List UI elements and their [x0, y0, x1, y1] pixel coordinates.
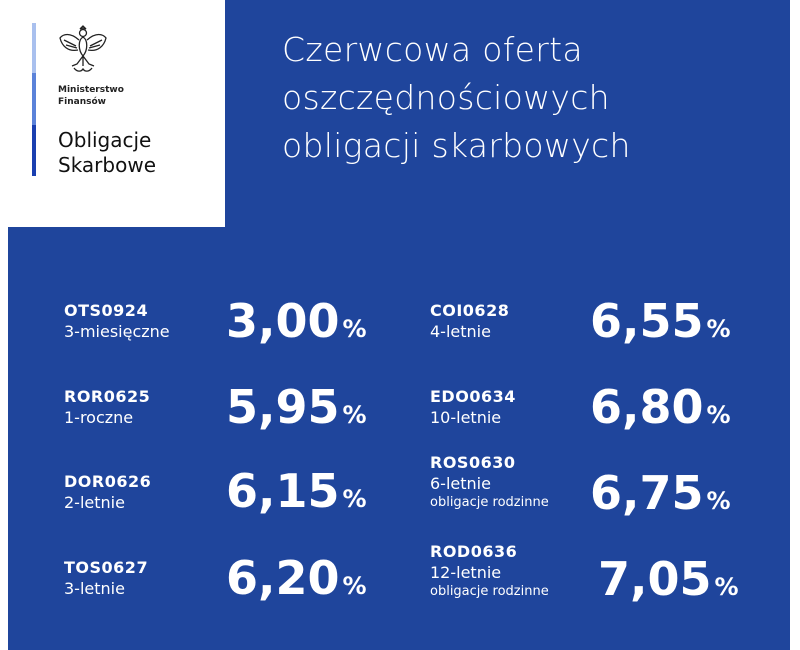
- percent-sign: %: [342, 485, 367, 513]
- bond-term: 4-letnie: [430, 322, 491, 341]
- bond-term: 6-letnie: [430, 474, 491, 493]
- polish-eagle-emblem-icon: [59, 25, 107, 72]
- bond-dor0626: DOR0626 2-letnie: [64, 471, 151, 513]
- rate-value: 7,05: [598, 552, 712, 606]
- percent-sign: %: [714, 573, 739, 601]
- bond-tos0627: TOS0627 3-letnie: [64, 557, 148, 599]
- headline-line-1: Czerwcowa oferta: [282, 30, 583, 69]
- headline-line-2: oszczędnościowych: [282, 78, 610, 117]
- bond-rate: 6,15%: [226, 466, 367, 524]
- headline: Czerwcowa oferta oszczędnościowych oblig…: [282, 26, 631, 170]
- rate-value: 6,55: [590, 294, 704, 348]
- rate-value: 6,80: [590, 380, 704, 434]
- bond-code: DOR0626: [64, 472, 152, 491]
- bond-term: 10-letnie: [430, 408, 502, 427]
- bond-code: ROR0625: [64, 387, 151, 406]
- bond-code: EDO0634: [430, 387, 516, 406]
- bond-ros0630: ROS0630 6-letnie obligacje rodzinne: [430, 452, 549, 512]
- bond-rate: 5,95%: [226, 382, 367, 440]
- bond-code: COI0628: [430, 301, 510, 320]
- percent-sign: %: [342, 572, 367, 600]
- percent-sign: %: [342, 401, 367, 429]
- accent-bar-medium: [32, 73, 36, 125]
- logo-box: Ministerstwo Finansów Obligacje Skarbowe: [0, 0, 225, 227]
- brand-line-2: Skarbowe: [58, 153, 156, 177]
- percent-sign: %: [706, 315, 731, 343]
- accent-bar-dark: [32, 125, 36, 176]
- bond-code: OTS0924: [64, 301, 149, 320]
- headline-line-3: obligacji skarbowych: [282, 126, 631, 165]
- bond-rate: 6,75%: [590, 468, 731, 526]
- bond-rate: 6,55%: [590, 296, 731, 354]
- bond-note: obligacje rodzinne: [430, 495, 549, 510]
- rate-value: 6,15: [226, 464, 340, 518]
- bond-term: 3-miesięczne: [64, 322, 170, 341]
- bond-edo0634: EDO0634 10-letnie: [430, 386, 516, 428]
- bond-coi0628: COI0628 4-letnie: [430, 300, 509, 342]
- bond-term: 1-roczne: [64, 408, 134, 427]
- accent-bar-light: [32, 23, 36, 73]
- brand-name: Obligacje Skarbowe: [58, 128, 156, 178]
- rate-value: 3,00: [226, 294, 340, 348]
- bond-code: TOS0627: [64, 558, 149, 577]
- bond-rate: 6,20%: [226, 553, 367, 611]
- ministry-line-2: Finansów: [58, 97, 106, 107]
- rate-value: 5,95: [226, 380, 340, 434]
- bond-code: ROS0630: [430, 453, 516, 472]
- bond-term: 2-letnie: [64, 493, 125, 512]
- bond-note: obligacje rodzinne: [430, 584, 549, 599]
- bond-term: 12-letnie: [430, 563, 502, 582]
- rate-value: 6,75: [590, 466, 704, 520]
- bond-term: 3-letnie: [64, 579, 125, 598]
- bond-rod0636: ROD0636 12-letnie obligacje rodzinne: [430, 541, 549, 601]
- ministry-line-1: Ministerstwo: [58, 85, 124, 95]
- ministry-name: Ministerstwo Finansów: [58, 84, 124, 108]
- bond-ror0625: ROR0625 1-roczne: [64, 386, 150, 428]
- percent-sign: %: [706, 487, 731, 515]
- bond-rate: 3,00%: [226, 296, 367, 354]
- percent-sign: %: [342, 315, 367, 343]
- bond-rate: 6,80%: [590, 382, 731, 440]
- percent-sign: %: [706, 401, 731, 429]
- bond-rate: 7,05%: [598, 554, 739, 612]
- bond-ots0924: OTS0924 3-miesięczne: [64, 300, 170, 342]
- bond-code: ROD0636: [430, 542, 518, 561]
- brand-line-1: Obligacje: [58, 128, 152, 152]
- rate-value: 6,20: [226, 551, 340, 605]
